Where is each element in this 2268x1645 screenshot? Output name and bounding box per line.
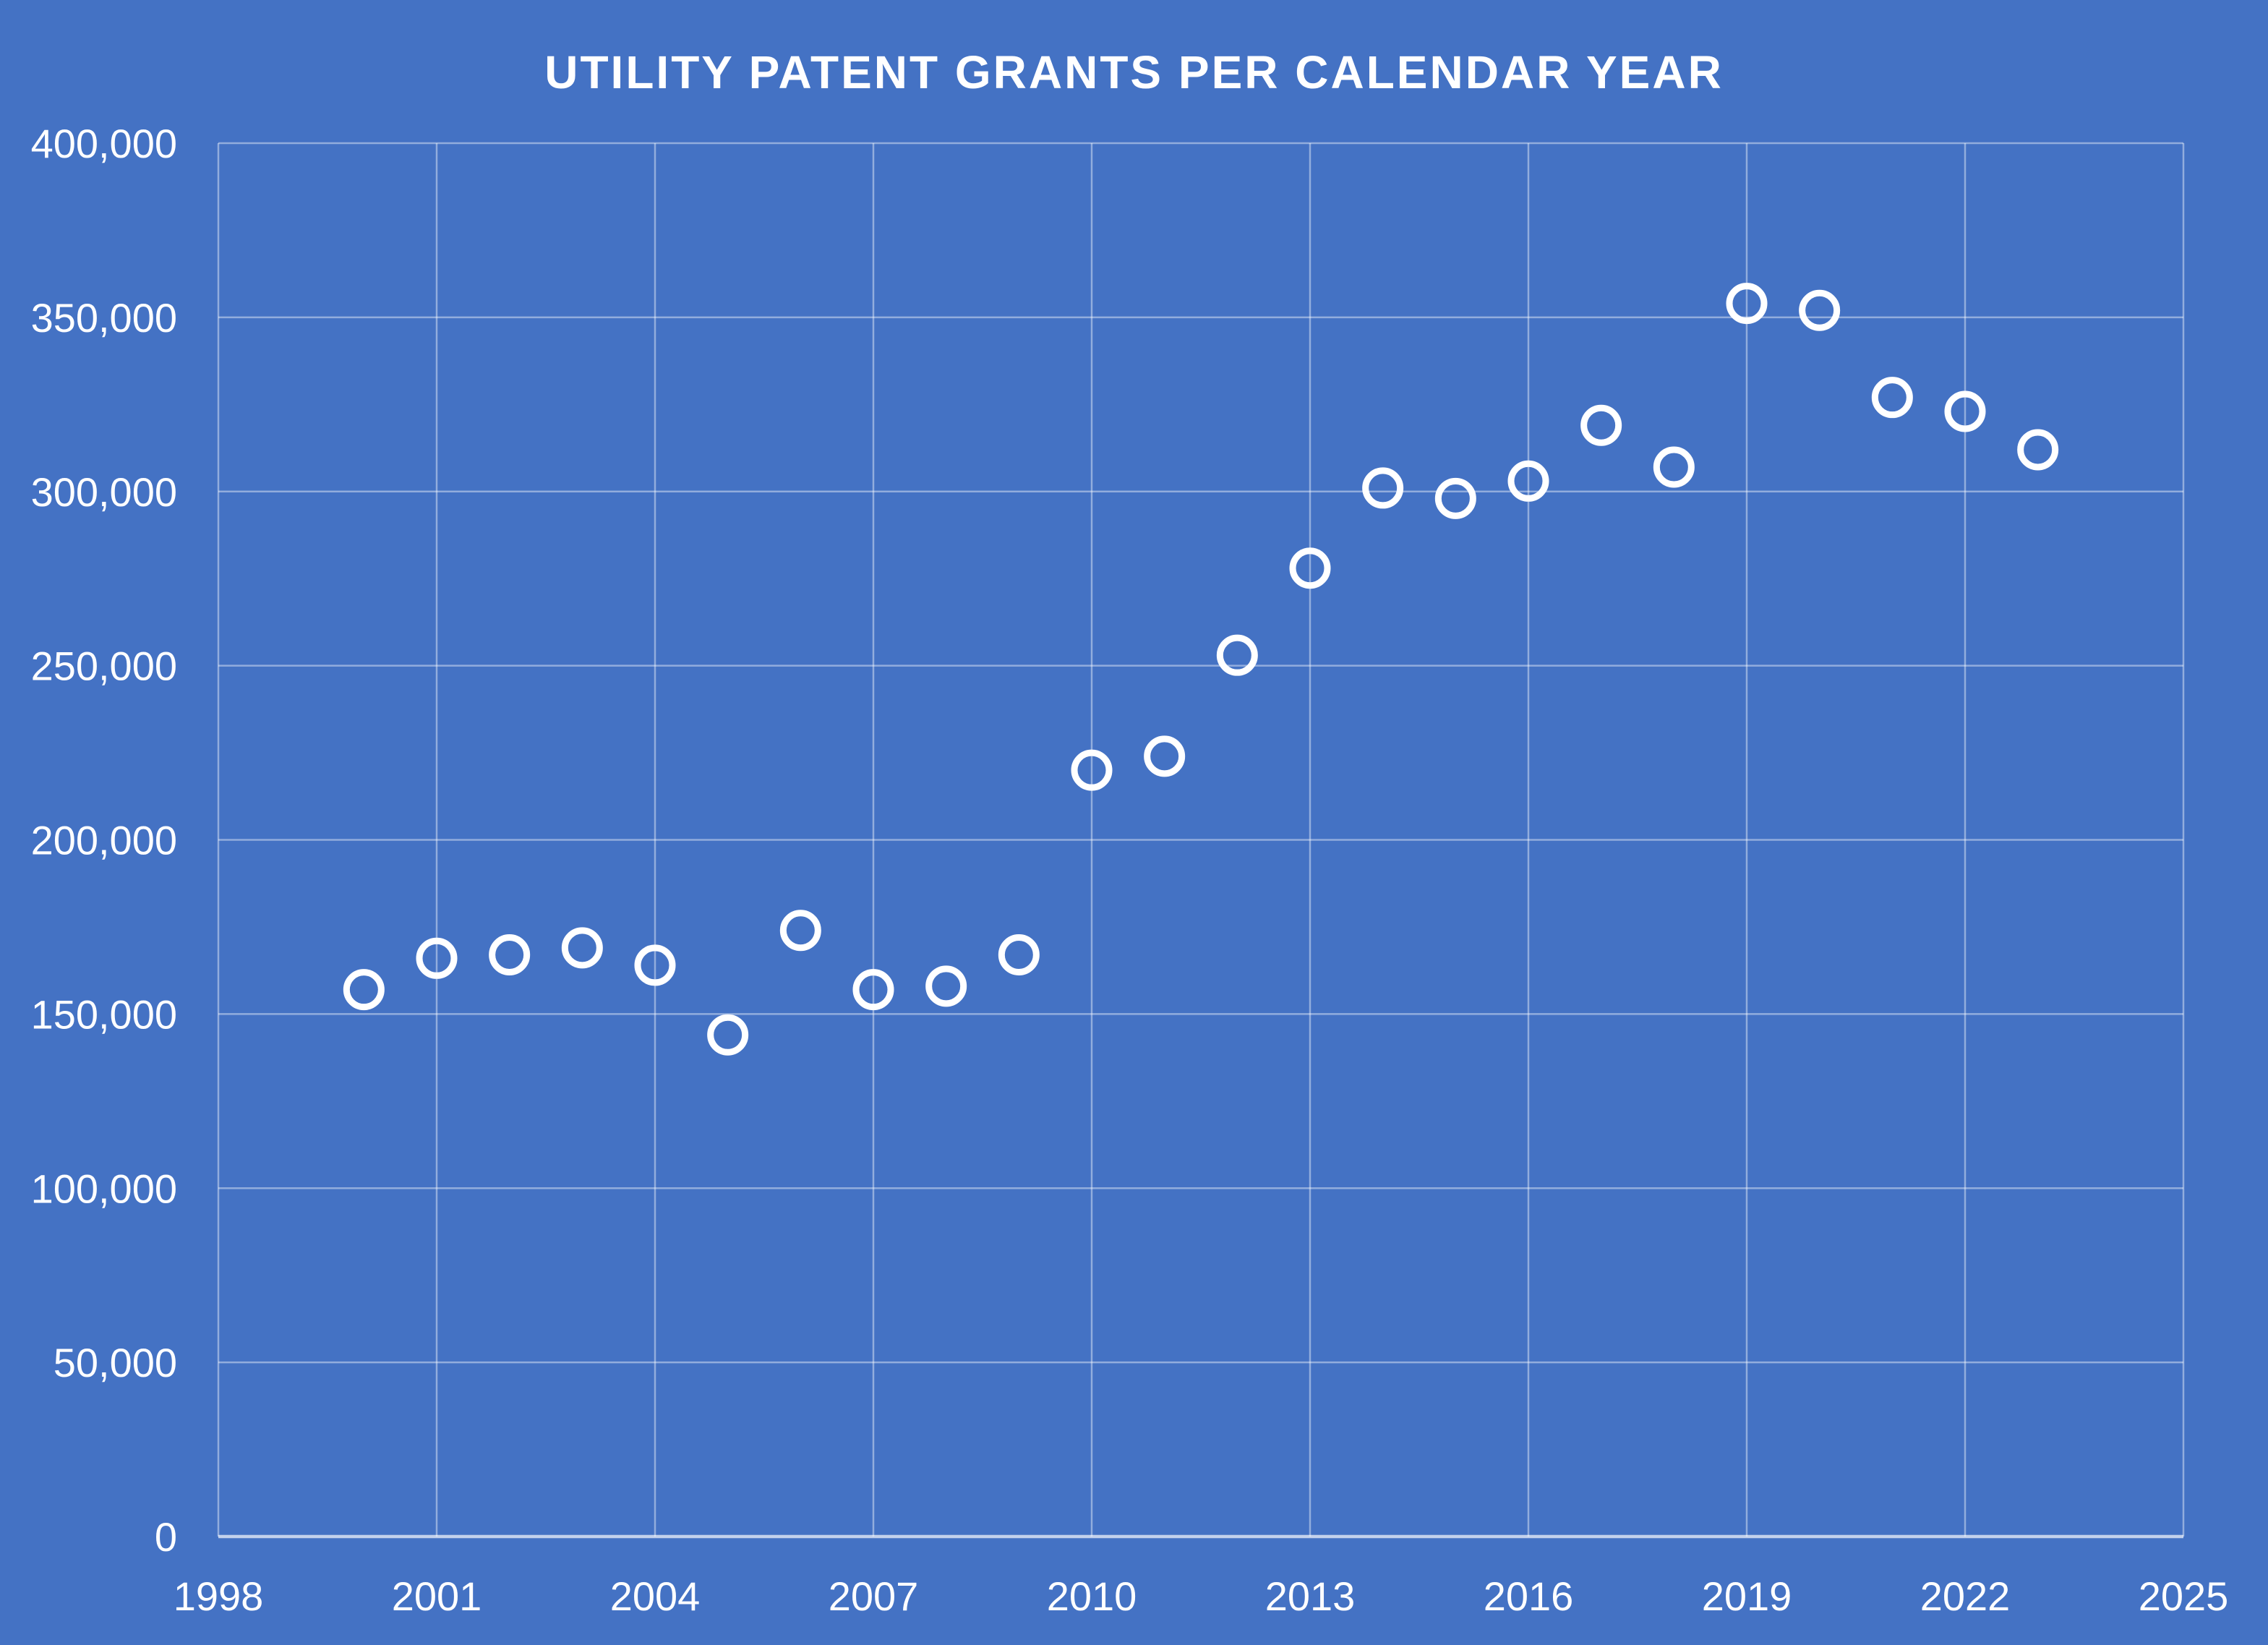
data-point-2018 (1653, 446, 1695, 488)
y-axis-tick-label: 0 (155, 1514, 177, 1560)
data-point-2012 (1216, 634, 1258, 676)
x-axis-tick-label: 2007 (829, 1573, 919, 1619)
x-axis-tick-label: 2025 (2139, 1573, 2229, 1619)
chart-title: UTILITY PATENT GRANTS PER CALENDAR YEAR (544, 46, 1724, 98)
y-axis-tick-label: 200,000 (31, 818, 177, 863)
y-axis-tick-label: 100,000 (31, 1166, 177, 1211)
y-axis-tick-label: 250,000 (31, 644, 177, 689)
data-point-2013 (1289, 547, 1331, 589)
y-axis-tick-label: 350,000 (31, 295, 177, 341)
data-point-2014 (1362, 467, 1404, 509)
data-point-2006 (779, 910, 821, 952)
data-point-2004 (634, 944, 676, 986)
data-point-2023 (2017, 429, 2059, 471)
x-axis-tick-label: 2010 (1047, 1573, 1137, 1619)
data-point-2021 (1871, 377, 1913, 419)
data-point-2020 (1799, 289, 1841, 331)
x-axis-tick-label: 2004 (610, 1573, 701, 1619)
x-axis-tick-label: 2019 (1702, 1573, 1792, 1619)
y-axis-tick-label: 50,000 (54, 1340, 177, 1385)
x-axis-tick-label: 2016 (1484, 1573, 1574, 1619)
data-point-2019 (1726, 283, 1768, 325)
y-axis-tick-label: 400,000 (31, 121, 177, 166)
data-point-2001 (416, 937, 458, 979)
y-axis-tick-label: 150,000 (31, 991, 177, 1037)
data-point-2022 (1944, 390, 1986, 432)
data-point-2016 (1507, 460, 1549, 502)
data-point-2015 (1434, 477, 1476, 519)
x-axis-tick-label: 2001 (392, 1573, 482, 1619)
x-axis-tick-label: 2013 (1265, 1573, 1356, 1619)
data-point-2008 (925, 965, 967, 1007)
data-point-2009 (998, 933, 1040, 975)
data-point-2005 (707, 1014, 749, 1056)
data-point-2017 (1580, 404, 1622, 446)
data-point-2011 (1144, 735, 1186, 777)
x-axis-tick-label: 2022 (1920, 1573, 2011, 1619)
y-axis-tick-label: 300,000 (31, 469, 177, 515)
data-point-2000 (343, 969, 385, 1011)
x-axis-tick-label: 1998 (174, 1573, 264, 1619)
data-point-2010 (1071, 749, 1113, 791)
data-point-2003 (561, 927, 603, 969)
data-point-2002 (489, 933, 531, 975)
data-point-2007 (852, 969, 894, 1011)
